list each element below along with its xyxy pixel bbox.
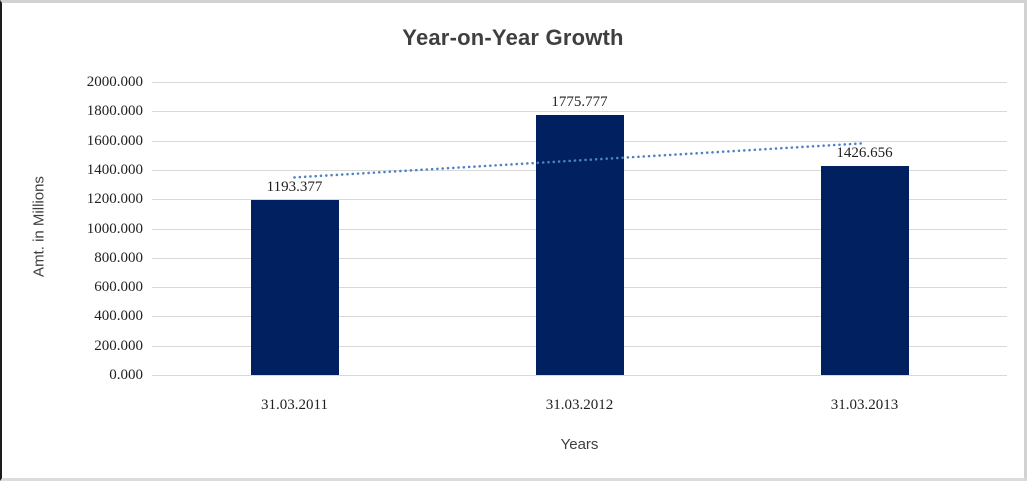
bar-31.03.2011[interactable] xyxy=(250,200,339,375)
bar-31.03.2012[interactable] xyxy=(535,114,624,375)
trendline[interactable] xyxy=(293,141,866,179)
y-tick-label: 600.000 xyxy=(94,279,143,296)
y-tick-label: 200.000 xyxy=(94,337,143,354)
gridline xyxy=(152,375,1007,376)
gridline xyxy=(152,111,1007,113)
y-tick-label: 400.000 xyxy=(94,308,143,325)
data-label-31.03.2012: 1775.777 xyxy=(551,93,608,110)
x-category-label: 31.03.2012 xyxy=(545,397,614,413)
y-tick-label: 1800.000 xyxy=(86,103,143,120)
y-tick-label: 1400.000 xyxy=(86,161,143,178)
y-tick-label: 800.000 xyxy=(94,249,143,266)
y-tick-label: 1000.000 xyxy=(86,220,143,237)
x-category-label: 31.03.2011 xyxy=(261,397,328,413)
gridline xyxy=(152,82,1007,83)
y-tick-label: 1600.000 xyxy=(86,132,143,149)
y-tick-label: 2000.000 xyxy=(86,74,143,90)
y-tick-label: 0.000 xyxy=(109,367,143,383)
plot-area xyxy=(152,82,1007,376)
data-label-31.03.2013: 1426.656 xyxy=(836,144,893,161)
y-tick-label: 1200.000 xyxy=(86,191,143,208)
chart-title: Year-on-Year Growth xyxy=(402,25,624,50)
x-category-label: 31.03.2013 xyxy=(830,397,899,413)
x-axis-title: Years xyxy=(560,436,599,453)
data-label-31.03.2011: 1193.377 xyxy=(266,179,323,196)
trendline-layer xyxy=(293,141,866,179)
bar-31.03.2013[interactable] xyxy=(820,166,909,375)
